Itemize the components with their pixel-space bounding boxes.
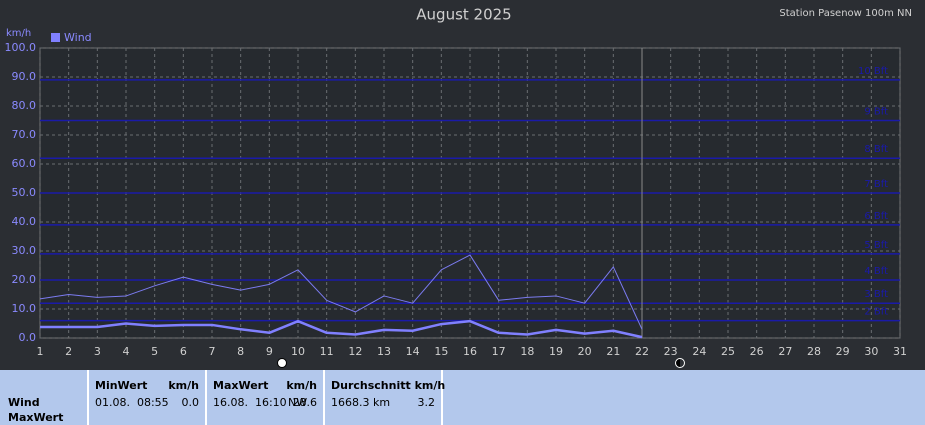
x-tick-label: 14 bbox=[406, 345, 420, 358]
x-tick-label: 13 bbox=[377, 345, 391, 358]
beaufort-label: 8 Bft bbox=[864, 144, 888, 155]
stats-table: Wind MaxWert MinWert km/h 01.08. 08:55 0… bbox=[0, 370, 925, 425]
y-tick-label: 20.0 bbox=[12, 273, 37, 286]
y-tick-label: 50.0 bbox=[12, 186, 37, 199]
series-line bbox=[39, 254, 643, 330]
x-tick-label: 1 bbox=[37, 345, 44, 358]
x-tick-label: 29 bbox=[836, 345, 850, 358]
cell: 1668.3 km bbox=[331, 396, 391, 409]
cell: 28.6 bbox=[292, 396, 318, 409]
chart: August 2025 Station Pasenow 100m NN km/h… bbox=[5, 6, 912, 368]
cell: 3.2 bbox=[417, 396, 436, 409]
x-tick-label: 7 bbox=[209, 345, 216, 358]
y-tick-label: 60.0 bbox=[12, 157, 37, 170]
x-tick-label: 3 bbox=[94, 345, 101, 358]
moon-icon bbox=[675, 358, 680, 368]
y-tick-label: 100.0 bbox=[5, 41, 37, 54]
x-tick-label: 5 bbox=[151, 345, 158, 358]
moon-icon bbox=[675, 358, 685, 368]
x-tick-label: 6 bbox=[180, 345, 187, 358]
col-head: km/h bbox=[168, 379, 199, 392]
y-tick-label: 80.0 bbox=[12, 99, 37, 112]
y-axis-label: km/h bbox=[6, 28, 31, 39]
x-tick-label: 9 bbox=[266, 345, 273, 358]
col-head: MinWert bbox=[95, 379, 148, 392]
cell: 01.08. 08:55 bbox=[95, 396, 169, 409]
y-tick-label: 0.0 bbox=[19, 331, 37, 344]
y-tick-label: 90.0 bbox=[12, 70, 37, 83]
series-line bbox=[40, 319, 643, 339]
x-tick-label: 23 bbox=[664, 345, 678, 358]
column: MaxWert km/h 16.08. 16:10 NW 28.6 bbox=[205, 370, 323, 425]
column: MinWert km/h 01.08. 08:55 0.0 bbox=[87, 370, 205, 425]
x-tick-label: 15 bbox=[434, 345, 448, 358]
x-tick-label: 20 bbox=[578, 345, 592, 358]
beaufort-label: 7 Bft bbox=[864, 179, 888, 190]
x-tick-label: 25 bbox=[721, 345, 735, 358]
row-label: Wind bbox=[8, 396, 40, 409]
legend-label: Wind bbox=[64, 31, 92, 44]
col-head: MaxWert bbox=[213, 379, 269, 392]
cell: NW bbox=[288, 396, 308, 409]
x-tick-label: 17 bbox=[492, 345, 506, 358]
beaufort-label: 6 Bft bbox=[864, 211, 888, 222]
x-tick-label: 21 bbox=[606, 345, 620, 358]
beaufort-label: 4 Bft bbox=[864, 266, 888, 277]
x-tick-label: 19 bbox=[549, 345, 563, 358]
beaufort-label: 2 Bft bbox=[864, 307, 888, 318]
beaufort-label: 10 Bft bbox=[858, 66, 888, 77]
x-tick-label: 12 bbox=[348, 345, 362, 358]
moon-icon bbox=[277, 358, 287, 368]
x-tick-label: 22 bbox=[635, 345, 649, 358]
x-tick-label: 18 bbox=[520, 345, 534, 358]
column: Durchschnitt km/h 1668.3 km 3.2 bbox=[323, 370, 446, 425]
x-tick-label: 26 bbox=[750, 345, 764, 358]
x-tick-label: 30 bbox=[864, 345, 878, 358]
x-tick-label: 16 bbox=[463, 345, 477, 358]
y-tick-label: 40.0 bbox=[12, 215, 37, 228]
x-tick-label: 8 bbox=[237, 345, 244, 358]
x-tick-label: 27 bbox=[778, 345, 792, 358]
x-tick-label: 4 bbox=[123, 345, 130, 358]
legend-swatch bbox=[51, 33, 60, 42]
y-tick-label: 10.0 bbox=[12, 302, 37, 315]
x-tick-label: 31 bbox=[893, 345, 907, 358]
chart-title: August 2025 bbox=[416, 6, 511, 24]
x-tick-label: 24 bbox=[692, 345, 706, 358]
beaufort-label: 3 Bft bbox=[864, 289, 888, 300]
cell: 16.08. 16:10 bbox=[213, 396, 287, 409]
x-tick-label: 11 bbox=[320, 345, 334, 358]
x-tick-label: 28 bbox=[807, 345, 821, 358]
subtitle: Station Pasenow 100m NN bbox=[779, 8, 912, 19]
x-tick-label: 10 bbox=[291, 345, 305, 358]
y-tick-label: 30.0 bbox=[12, 244, 37, 257]
beaufort-label: 5 Bft bbox=[864, 240, 888, 251]
beaufort-label: 9 Bft bbox=[864, 107, 888, 118]
cell: 0.0 bbox=[181, 396, 200, 409]
x-tick-label: 2 bbox=[65, 345, 72, 358]
col-head: Durchschnitt km/h bbox=[331, 379, 446, 392]
y-tick-label: 70.0 bbox=[12, 128, 37, 141]
row-label: MaxWert bbox=[8, 411, 64, 424]
col-head: km/h bbox=[286, 379, 317, 392]
